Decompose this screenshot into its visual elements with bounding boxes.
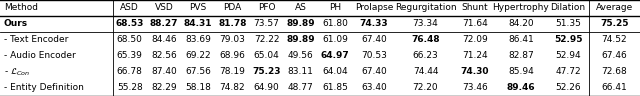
- Text: 82.87: 82.87: [508, 51, 534, 60]
- Text: 74.30: 74.30: [460, 67, 489, 77]
- Text: 74.44: 74.44: [413, 67, 438, 77]
- Text: - $\mathcal{L}_{Con}$: - $\mathcal{L}_{Con}$: [4, 66, 30, 78]
- Text: 64.90: 64.90: [253, 84, 280, 93]
- Text: 66.41: 66.41: [602, 84, 627, 93]
- Text: 64.04: 64.04: [322, 67, 348, 77]
- Text: 47.72: 47.72: [556, 67, 581, 77]
- Text: Method: Method: [4, 3, 38, 12]
- Text: 74.52: 74.52: [602, 36, 627, 45]
- Text: 78.19: 78.19: [220, 67, 245, 77]
- Text: PVS: PVS: [189, 3, 207, 12]
- Text: Hypertrophy: Hypertrophy: [493, 3, 549, 12]
- Text: 52.94: 52.94: [556, 51, 581, 60]
- Text: 83.69: 83.69: [185, 36, 211, 45]
- Text: 82.29: 82.29: [151, 84, 177, 93]
- Text: 87.40: 87.40: [151, 67, 177, 77]
- Text: 73.34: 73.34: [413, 19, 438, 29]
- Text: Dilation: Dilation: [550, 3, 586, 12]
- Text: 67.40: 67.40: [362, 67, 387, 77]
- Text: 72.20: 72.20: [413, 84, 438, 93]
- Text: 51.35: 51.35: [555, 19, 581, 29]
- Text: 67.56: 67.56: [185, 67, 211, 77]
- Text: 61.80: 61.80: [322, 19, 348, 29]
- Text: 89.46: 89.46: [507, 84, 535, 93]
- Text: 67.46: 67.46: [602, 51, 627, 60]
- Text: 83.11: 83.11: [288, 67, 314, 77]
- Text: 72.22: 72.22: [254, 36, 279, 45]
- Text: Average: Average: [596, 3, 633, 12]
- Text: 79.03: 79.03: [220, 36, 245, 45]
- Text: 75.25: 75.25: [600, 19, 628, 29]
- Text: 52.26: 52.26: [556, 84, 581, 93]
- Text: 88.27: 88.27: [150, 19, 178, 29]
- Text: 82.56: 82.56: [151, 51, 177, 60]
- Text: 89.89: 89.89: [287, 36, 315, 45]
- Text: 74.82: 74.82: [220, 84, 245, 93]
- Text: 66.23: 66.23: [413, 51, 438, 60]
- Text: 84.46: 84.46: [151, 36, 177, 45]
- Text: 49.56: 49.56: [288, 51, 314, 60]
- Text: 65.39: 65.39: [116, 51, 143, 60]
- Text: 68.96: 68.96: [220, 51, 245, 60]
- Text: 58.18: 58.18: [185, 84, 211, 93]
- Text: 71.64: 71.64: [462, 19, 488, 29]
- Text: 71.24: 71.24: [462, 51, 488, 60]
- Text: 73.46: 73.46: [462, 84, 488, 93]
- Text: 84.20: 84.20: [508, 19, 534, 29]
- Text: 66.78: 66.78: [116, 67, 143, 77]
- Text: AS: AS: [295, 3, 307, 12]
- Text: 72.68: 72.68: [602, 67, 627, 77]
- Text: 74.33: 74.33: [360, 19, 388, 29]
- Text: - Audio Encoder: - Audio Encoder: [4, 51, 76, 60]
- Text: 65.04: 65.04: [253, 51, 280, 60]
- Text: Shunt: Shunt: [461, 3, 488, 12]
- Text: ASD: ASD: [120, 3, 139, 12]
- Text: Prolapse: Prolapse: [355, 3, 394, 12]
- Text: 76.48: 76.48: [411, 36, 440, 45]
- Text: 67.40: 67.40: [362, 36, 387, 45]
- Text: Regurgitation: Regurgitation: [395, 3, 456, 12]
- Text: 75.23: 75.23: [252, 67, 281, 77]
- Text: 68.53: 68.53: [116, 19, 144, 29]
- Text: PFO: PFO: [258, 3, 275, 12]
- Text: VSD: VSD: [154, 3, 173, 12]
- Text: 84.31: 84.31: [184, 19, 212, 29]
- Text: 55.28: 55.28: [117, 84, 143, 93]
- Text: 63.40: 63.40: [362, 84, 387, 93]
- Text: 52.95: 52.95: [554, 36, 582, 45]
- Text: 68.50: 68.50: [116, 36, 143, 45]
- Text: PH: PH: [329, 3, 341, 12]
- Text: 89.89: 89.89: [287, 19, 315, 29]
- Text: 86.41: 86.41: [508, 36, 534, 45]
- Text: 81.78: 81.78: [218, 19, 246, 29]
- Text: 64.97: 64.97: [321, 51, 349, 60]
- Text: 48.77: 48.77: [288, 84, 314, 93]
- Text: 61.85: 61.85: [322, 84, 348, 93]
- Text: 85.94: 85.94: [508, 67, 534, 77]
- Text: - Text Encoder: - Text Encoder: [4, 36, 68, 45]
- Text: 69.22: 69.22: [186, 51, 211, 60]
- Text: 72.09: 72.09: [462, 36, 488, 45]
- Text: 61.09: 61.09: [322, 36, 348, 45]
- Text: Ours: Ours: [4, 19, 28, 29]
- Text: - Entity Definition: - Entity Definition: [4, 84, 84, 93]
- Text: 70.53: 70.53: [361, 51, 387, 60]
- Text: 73.57: 73.57: [253, 19, 280, 29]
- Text: PDA: PDA: [223, 3, 241, 12]
